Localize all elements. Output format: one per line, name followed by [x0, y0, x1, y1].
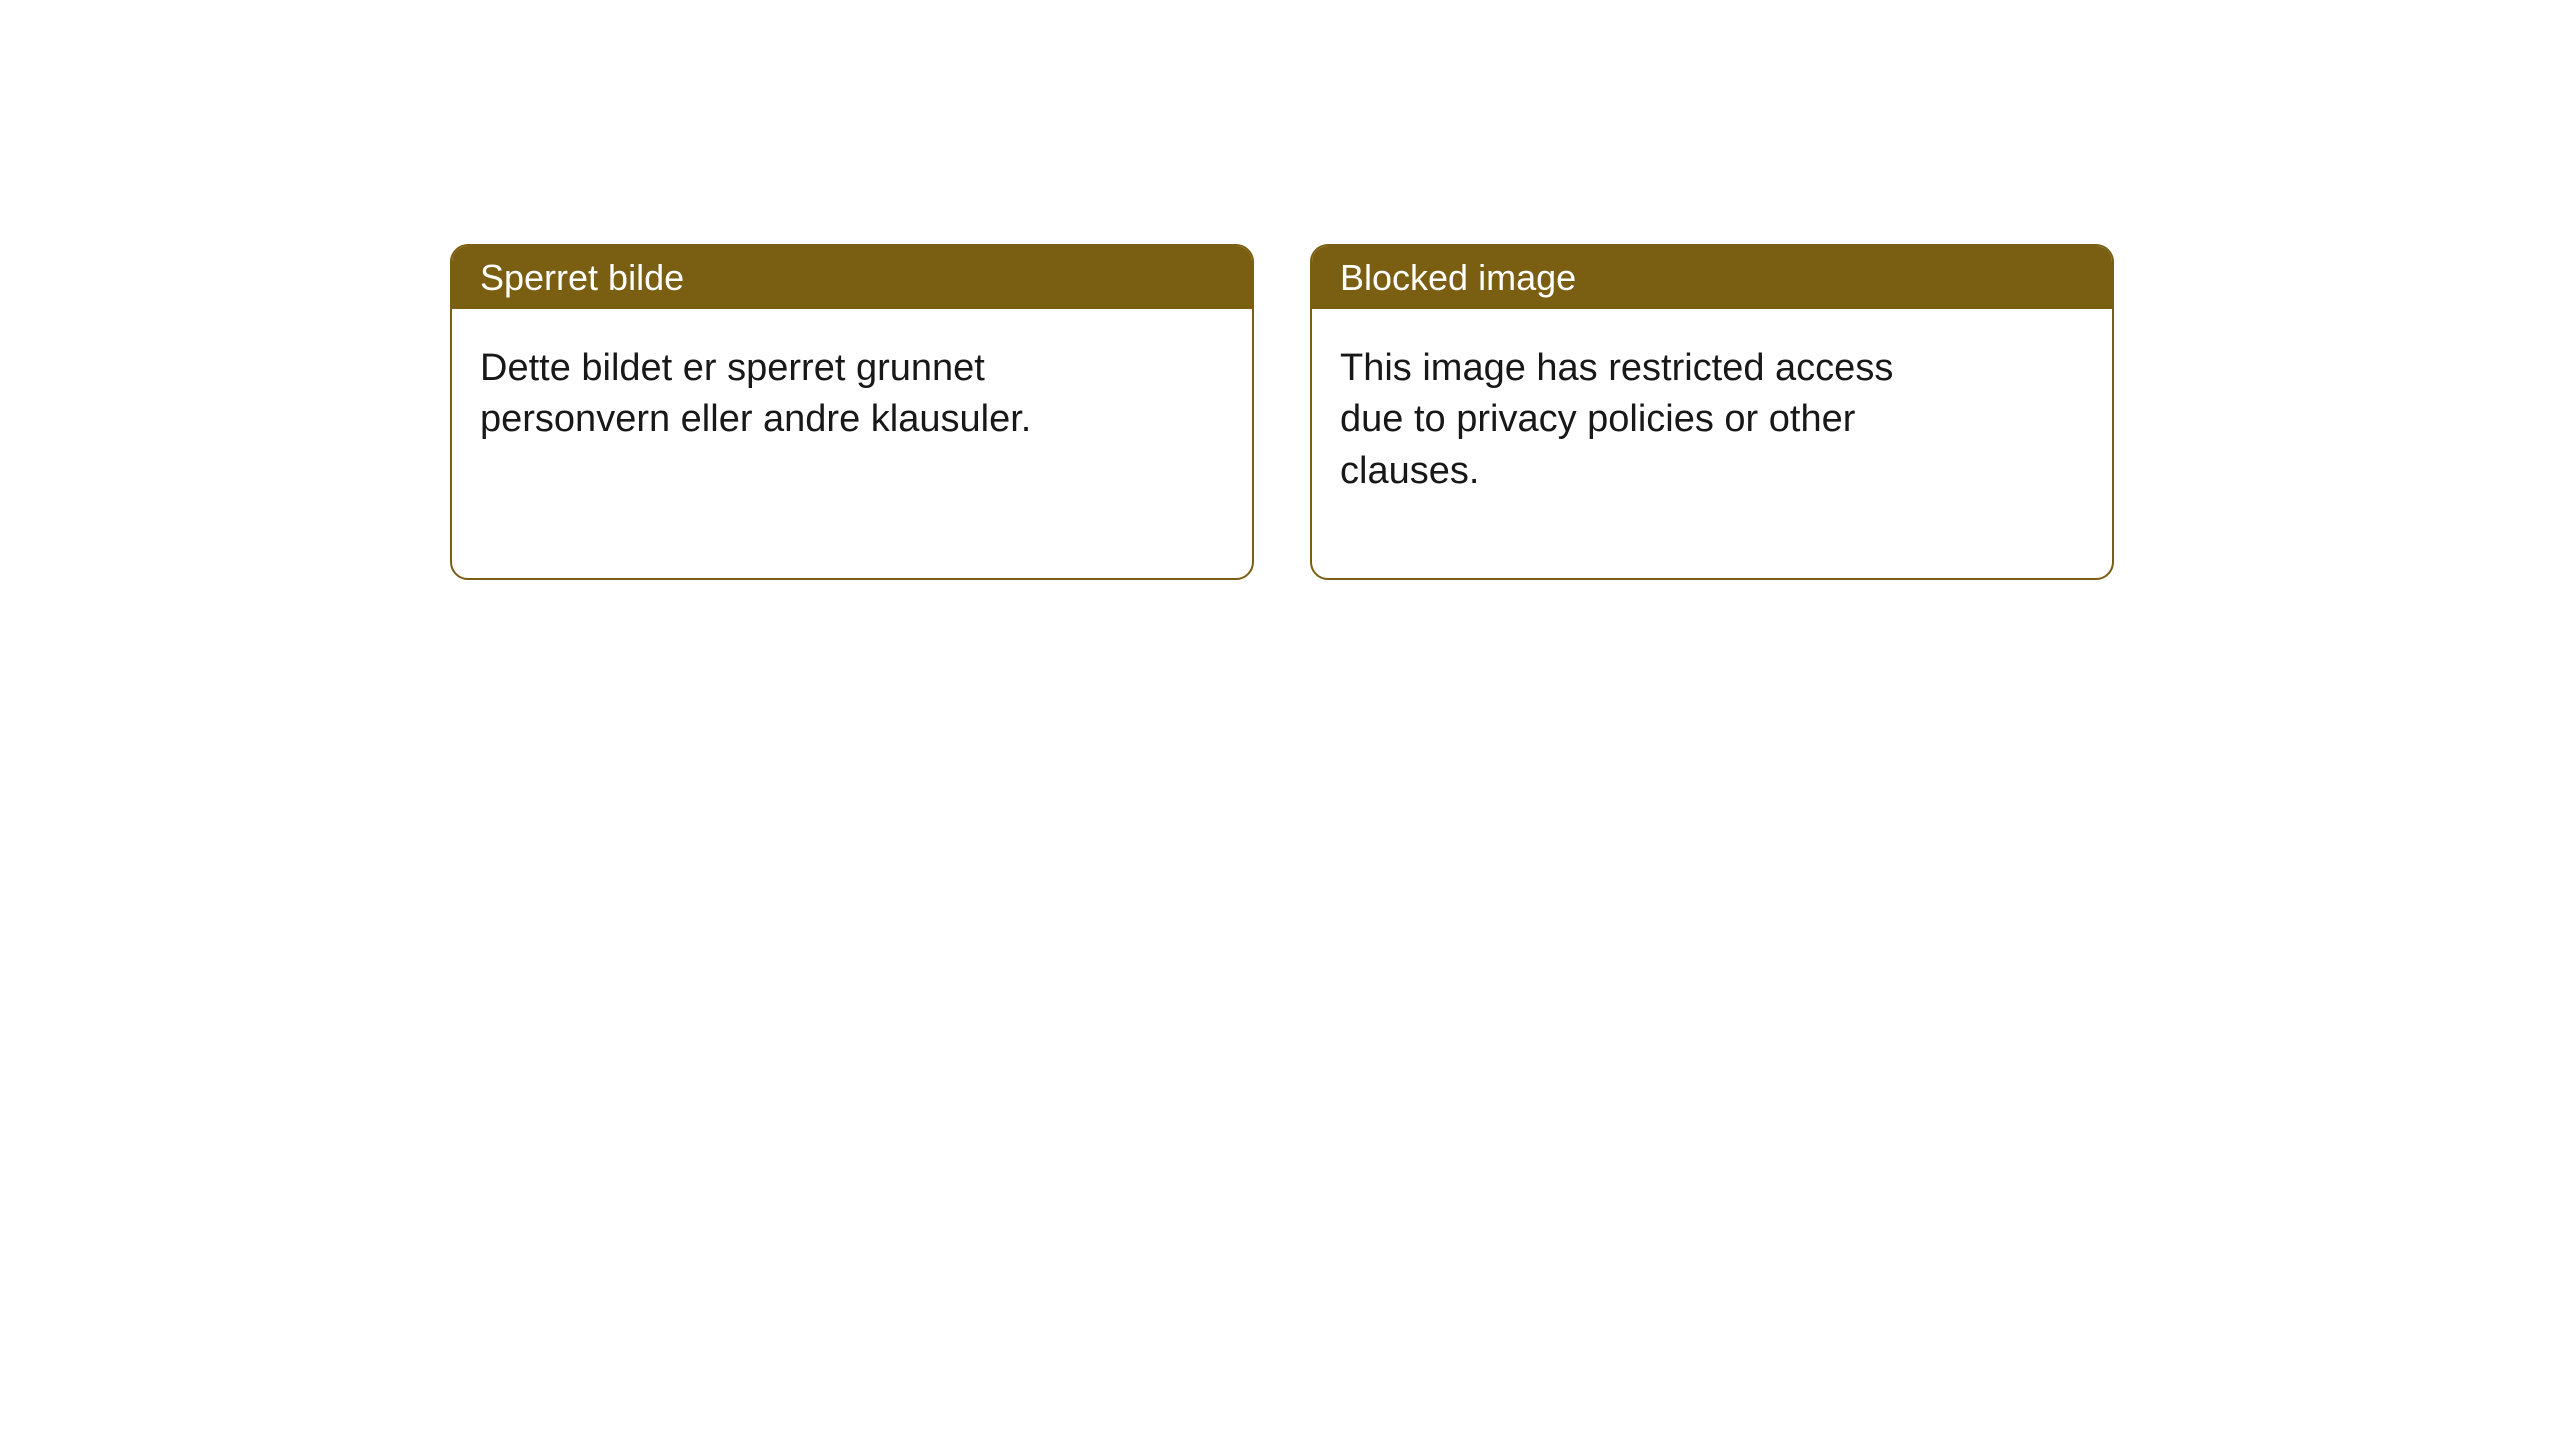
notice-card-body-en: This image has restricted access due to …	[1312, 309, 1992, 521]
notice-card-body-no: Dette bildet er sperret grunnet personve…	[452, 309, 1132, 470]
notice-card-title-en: Blocked image	[1312, 246, 2112, 309]
notice-card-no: Sperret bilde Dette bildet er sperret gr…	[450, 244, 1254, 580]
notice-card-title-no: Sperret bilde	[452, 246, 1252, 309]
notice-cards-row: Sperret bilde Dette bildet er sperret gr…	[450, 244, 2114, 580]
notice-card-en: Blocked image This image has restricted …	[1310, 244, 2114, 580]
